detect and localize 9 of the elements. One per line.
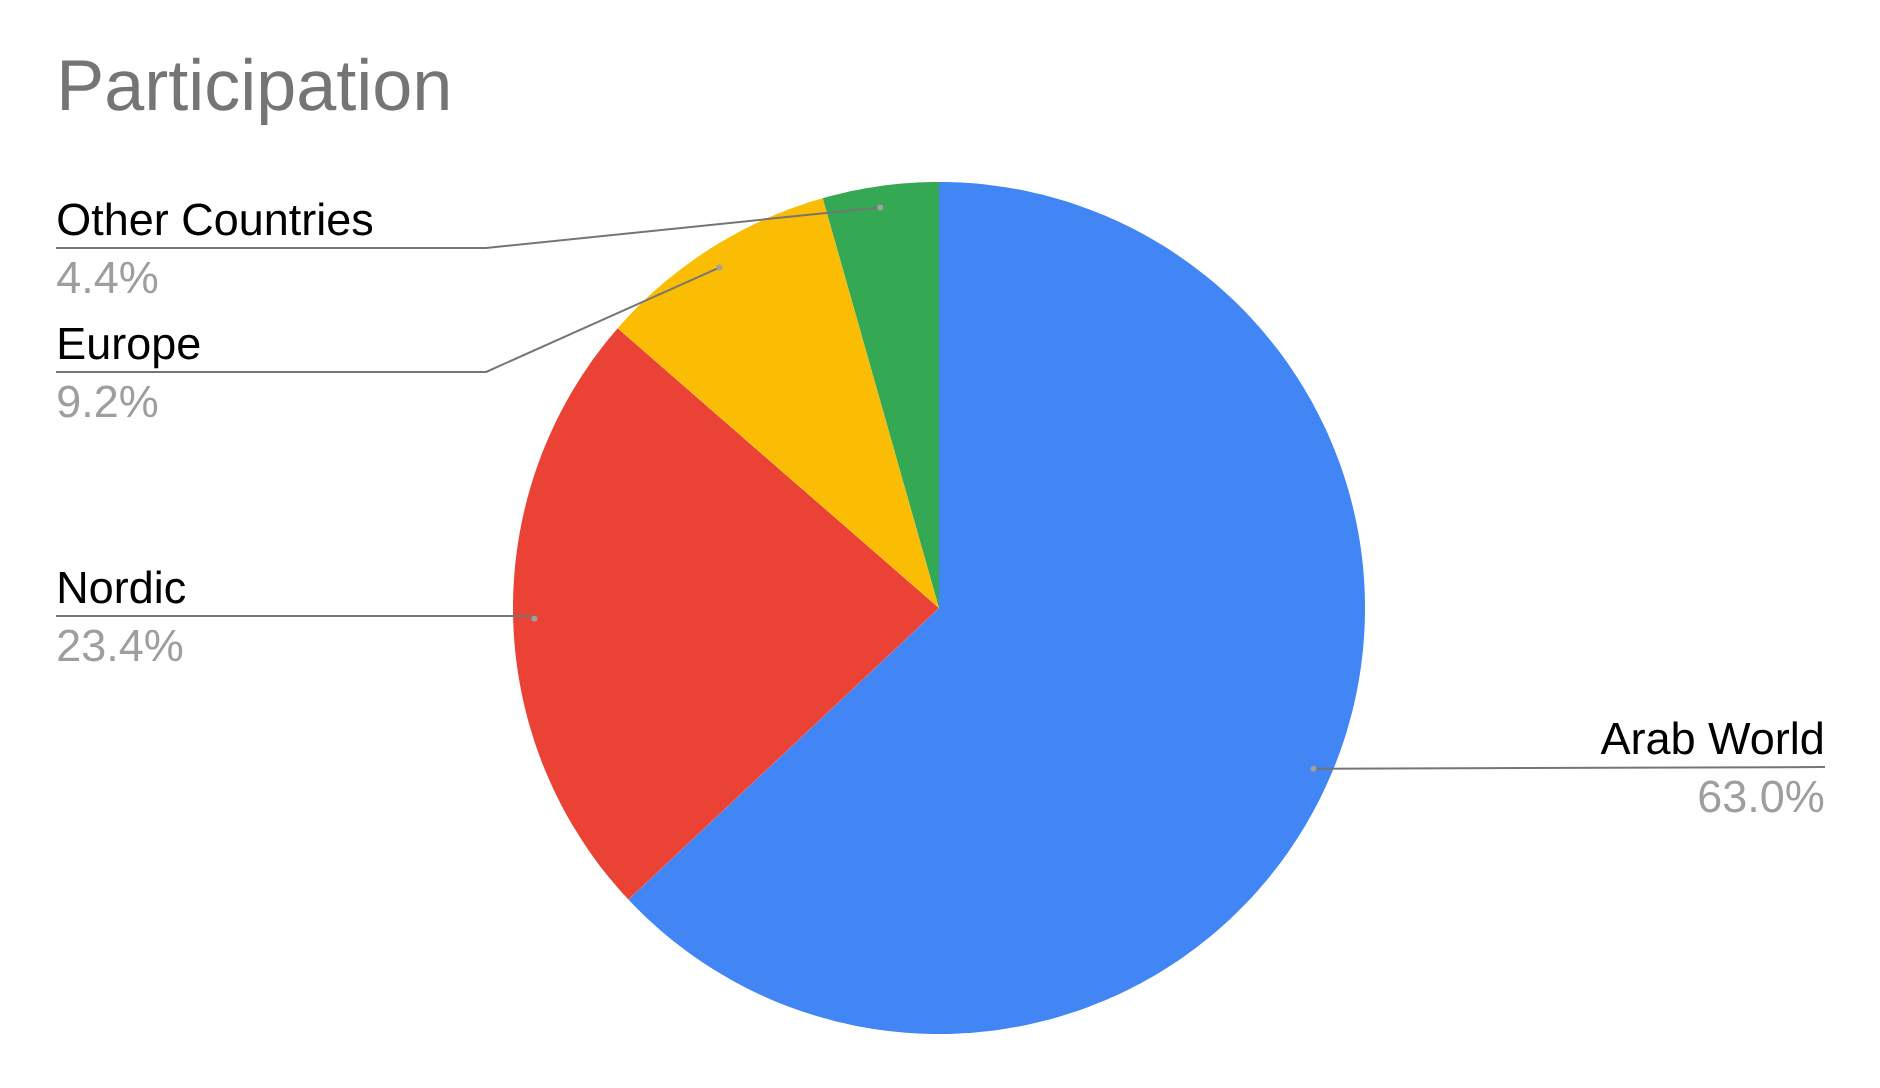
slice-label: Other Countries: [58, 202, 373, 236]
slice-label: Nordic: [59, 570, 186, 604]
slice-label: Arab World: [1600, 721, 1822, 755]
data-label: 4.4%: [57, 261, 158, 294]
data-label: 23.4%: [58, 629, 183, 662]
data-label: 9.2%: [58, 385, 158, 418]
chart-title: Participation: [62, 57, 448, 125]
data-label: 63.0%: [1699, 780, 1824, 813]
slice-label: Europe: [59, 328, 200, 369]
